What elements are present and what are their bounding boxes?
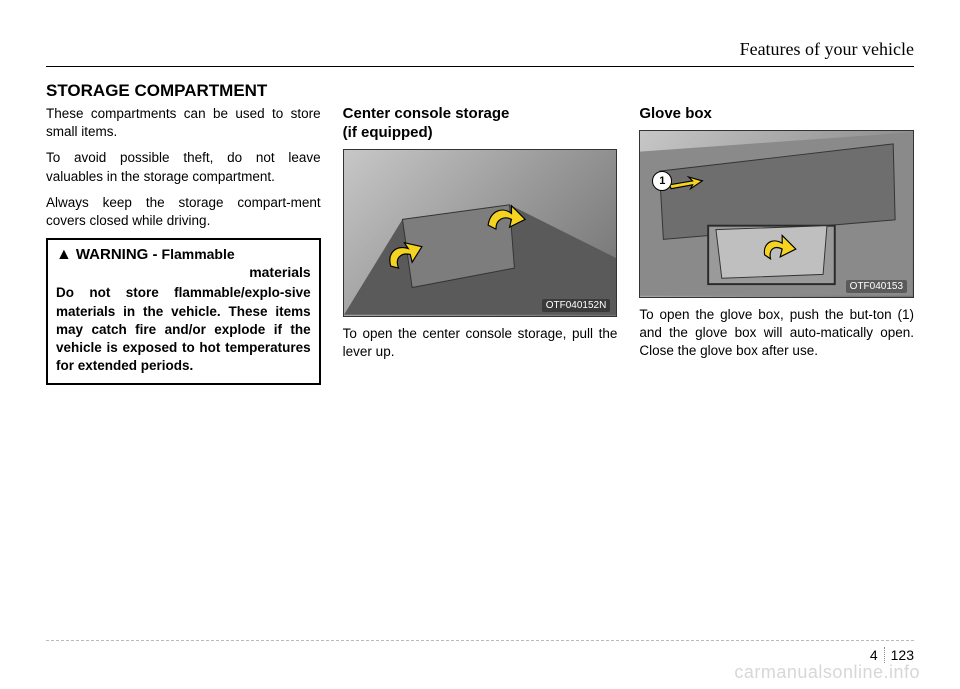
- col1-para-2: To avoid possible theft, do not leave va…: [46, 149, 321, 185]
- column-2: Center console storage (if equipped) OTF…: [343, 105, 618, 385]
- header-rule: Features of your vehicle: [46, 28, 914, 67]
- col2-heading-line1: Center console storage: [343, 105, 510, 122]
- warning-subject-line1: Flammable: [162, 246, 235, 262]
- warning-body: Do not store flammable/explo-sive materi…: [56, 284, 311, 375]
- figure-center-console-svg: [344, 150, 617, 316]
- watermark: carmanualsonline.info: [734, 662, 920, 683]
- col3-heading: Glove box: [639, 105, 914, 124]
- col2-heading-line2: (if equipped): [343, 124, 433, 141]
- warning-triangle-icon: ▲: [56, 246, 72, 264]
- chapter-number: 4: [870, 647, 885, 663]
- page-number: 123: [891, 647, 914, 663]
- warning-heading: ▲ WARNING - Flammable materials: [56, 246, 311, 280]
- footer-dotted-rule: [46, 640, 914, 641]
- col1-para-1: These compartments can be used to store …: [46, 105, 321, 141]
- warning-label: WARNING -: [76, 246, 158, 263]
- section-title: STORAGE COMPARTMENT: [46, 81, 914, 101]
- col2-caption: To open the center console storage, pull…: [343, 325, 618, 361]
- col3-caption: To open the glove box, push the but-ton …: [639, 306, 914, 361]
- warning-box: ▲ WARNING - Flammable materials Do not s…: [46, 238, 321, 385]
- warning-subject-line2: materials: [56, 264, 311, 280]
- figure-id-glovebox: OTF040153: [846, 280, 907, 293]
- column-1: These compartments can be used to store …: [46, 105, 321, 385]
- figure-center-console: OTF040152N: [343, 149, 618, 317]
- content-columns: These compartments can be used to store …: [46, 105, 914, 385]
- figure-id-console: OTF040152N: [542, 299, 611, 312]
- figure-glove-box: 1 OTF040153: [639, 130, 914, 298]
- header-title: Features of your vehicle: [740, 39, 914, 60]
- col2-heading: Center console storage (if equipped): [343, 105, 618, 143]
- callout-1: 1: [652, 171, 672, 191]
- column-3: Glove box 1 OTF040153 To open the glove …: [639, 105, 914, 385]
- figure-glove-box-svg: [640, 131, 913, 297]
- page-footer: 4 123: [870, 647, 914, 663]
- col1-para-3: Always keep the storage compart-ment cov…: [46, 194, 321, 230]
